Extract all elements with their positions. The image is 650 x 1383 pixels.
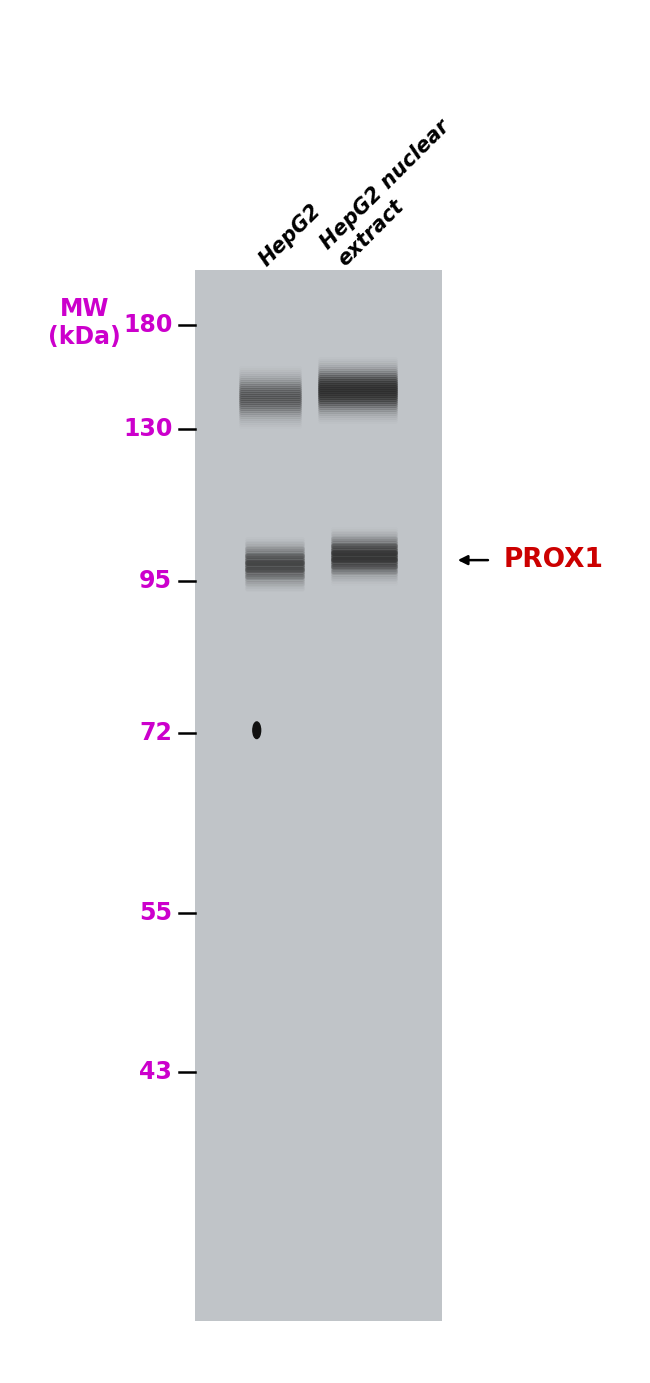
Text: 55: 55 [139, 900, 172, 925]
Text: HepG2: HepG2 [255, 201, 325, 270]
Text: 72: 72 [139, 721, 172, 745]
Text: 180: 180 [123, 313, 172, 337]
Text: 43: 43 [139, 1059, 172, 1084]
Text: MW
(kDa): MW (kDa) [48, 297, 121, 349]
Text: 95: 95 [139, 568, 172, 593]
Circle shape [253, 722, 261, 739]
Text: PROX1: PROX1 [504, 548, 604, 573]
FancyBboxPatch shape [195, 270, 442, 1321]
Text: 130: 130 [123, 416, 172, 441]
Text: HepG2 nuclear
extract: HepG2 nuclear extract [317, 116, 470, 270]
